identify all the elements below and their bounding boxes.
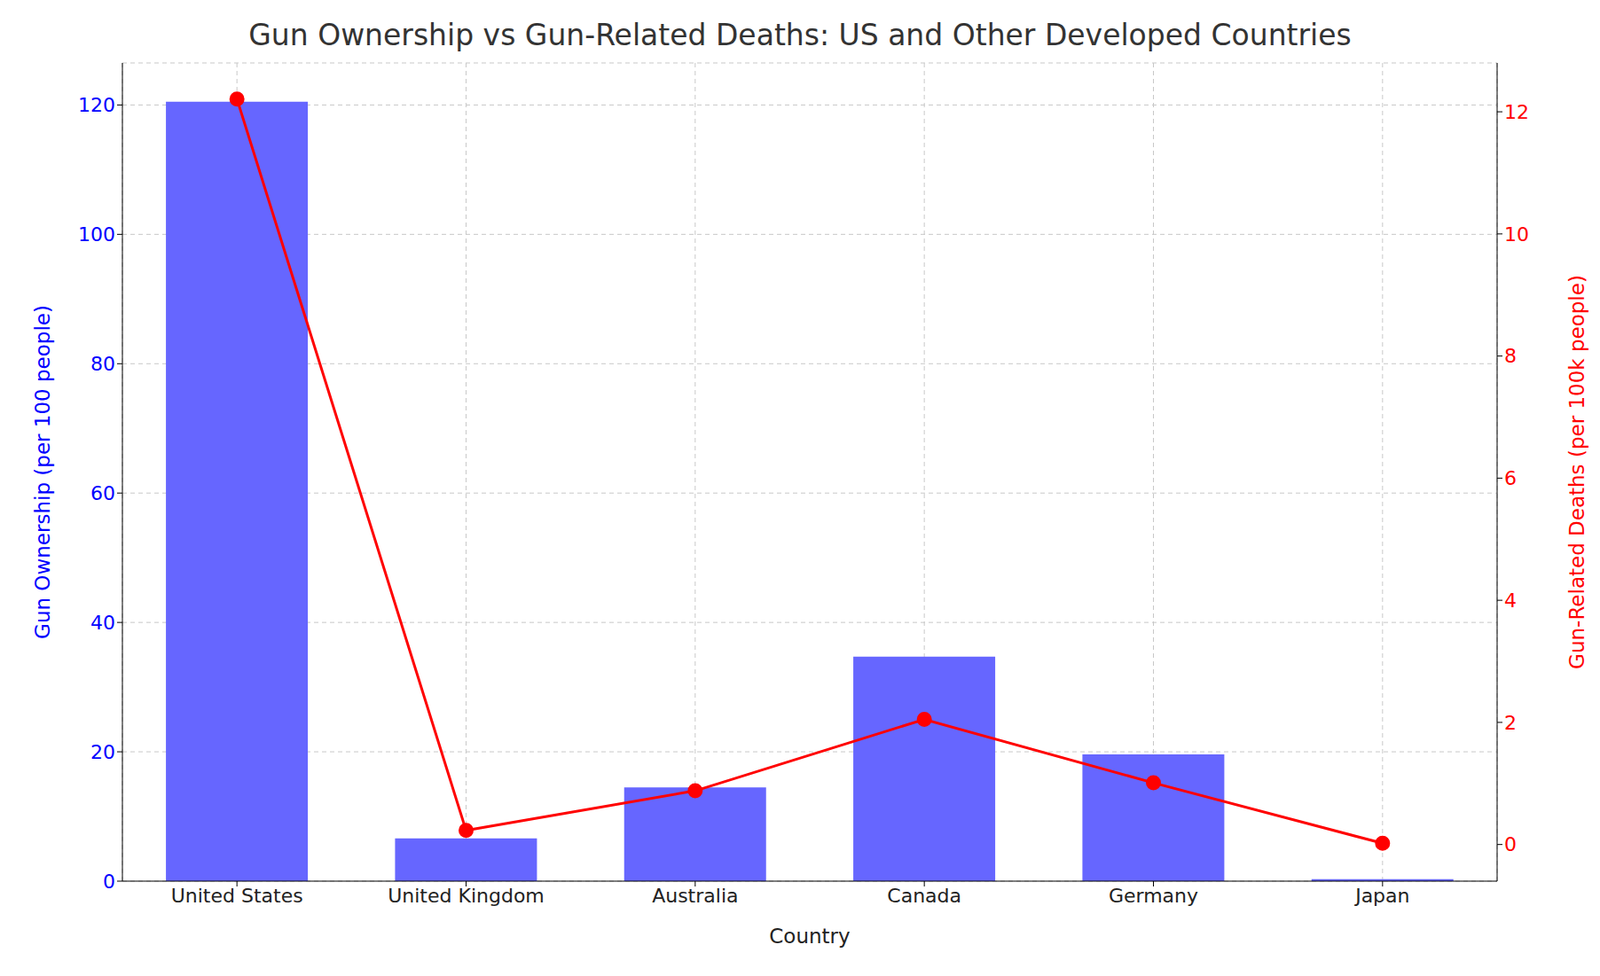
- svg-text:4: 4: [1504, 589, 1517, 612]
- svg-text:Germany: Germany: [1108, 885, 1199, 908]
- svg-text:2: 2: [1504, 712, 1517, 735]
- svg-text:60: 60: [90, 482, 116, 505]
- svg-text:0: 0: [102, 870, 116, 894]
- svg-text:Gun-Related Deaths (per 100k p: Gun-Related Deaths (per 100k people): [1565, 274, 1589, 670]
- svg-text:6: 6: [1504, 467, 1517, 490]
- html-text:Gun Ownership vs Gun-Related D: Gun Ownership vs Gun-Related Deaths: US …: [248, 17, 1352, 53]
- svg-text:20: 20: [90, 741, 116, 764]
- svg-text:United States: United States: [171, 885, 304, 908]
- svg-text:12: 12: [1504, 101, 1530, 124]
- svg-text:80: 80: [90, 352, 116, 376]
- svg-text:Gun Ownership (per 100 people): Gun Ownership (per 100 people): [31, 305, 55, 640]
- svg-text:40: 40: [90, 611, 116, 635]
- svg-text:Japan: Japan: [1353, 885, 1410, 908]
- svg-text:Country: Country: [768, 925, 850, 949]
- svg-text:10: 10: [1504, 223, 1530, 246]
- svg-text:Canada: Canada: [886, 885, 962, 908]
- svg-text:8: 8: [1504, 345, 1517, 368]
- svg-text:0: 0: [1504, 833, 1517, 856]
- svg-text:120: 120: [78, 94, 116, 117]
- svg-text:United Kingdom: United Kingdom: [387, 885, 545, 908]
- svg-text:100: 100: [78, 223, 116, 246]
- svg-text:Australia: Australia: [651, 885, 738, 908]
